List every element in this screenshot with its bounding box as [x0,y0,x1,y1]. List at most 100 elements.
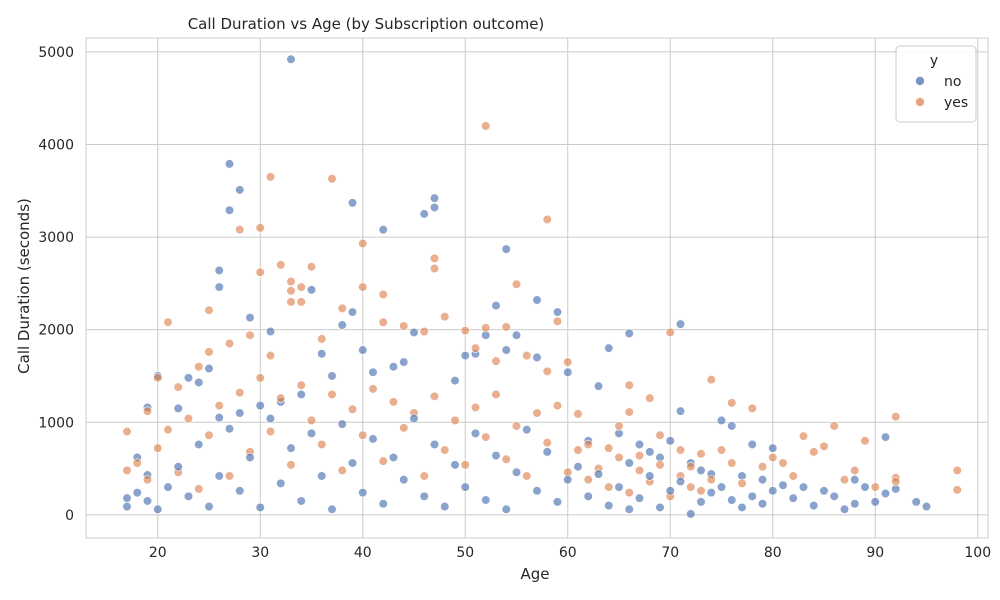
data-point-no [675,476,686,487]
data-point-yes [337,303,347,313]
data-point-yes [327,174,337,184]
data-point-yes [696,449,706,459]
data-point-no [235,185,245,195]
data-points [122,54,962,519]
y-tick-label: 5000 [38,45,74,61]
data-point-no [122,501,132,512]
data-point-no [675,319,686,329]
data-point-yes [583,439,593,450]
data-point-no [337,320,347,330]
data-point-yes [296,297,306,307]
data-point-yes [153,443,163,453]
data-point-yes [358,282,368,292]
data-point-no [860,482,870,492]
y-tick-label: 0 [65,508,74,524]
data-point-yes [819,441,829,451]
data-point-no [286,443,296,453]
data-point-yes [481,121,491,131]
data-point-no [880,488,891,499]
data-point-no [737,502,747,513]
data-point-yes [327,389,337,400]
data-point-no [665,486,675,496]
data-point-no [470,428,481,438]
data-point-no [593,381,604,391]
data-point-yes [614,452,624,463]
data-point-no [450,460,460,470]
data-point-yes [522,471,532,481]
data-point-yes [276,260,286,270]
legend-title: y [930,53,938,69]
data-point-no [501,345,511,355]
data-point-no [235,408,245,418]
data-point-yes [122,465,132,476]
legend-marker-yes [915,97,925,107]
data-point-no [614,482,624,492]
data-point-yes [655,430,665,440]
data-point-no [460,482,470,492]
data-point-no [809,500,819,511]
data-point-yes [624,407,634,417]
data-point-no [163,482,173,492]
data-point-no [153,504,163,514]
data-point-yes [306,262,317,272]
data-point-yes [163,317,173,327]
x-tick-label: 80 [764,545,782,561]
data-point-no [870,497,880,507]
data-point-yes [378,289,388,300]
data-point-yes [337,465,347,476]
data-point-yes [358,238,368,249]
data-point-yes [235,388,245,398]
data-point-yes [645,393,655,403]
data-point-no [706,488,716,498]
data-point-yes [624,380,634,390]
data-point-no [850,475,860,485]
data-point-no [173,403,183,413]
data-point-no [747,439,757,450]
data-point-no [214,265,224,276]
data-point-no [921,501,932,512]
data-point-no [563,475,573,485]
data-point-no [358,488,368,498]
data-point-no [552,307,563,317]
data-point-yes [634,450,645,461]
data-point-no [368,434,378,444]
data-point-yes [194,362,204,372]
data-point-yes [470,402,481,413]
data-point-yes [501,454,511,464]
data-point-yes [460,325,470,336]
data-point-yes [204,347,214,357]
data-point-no [563,367,573,377]
data-point-no [675,406,686,416]
data-point-no [409,327,419,338]
legend-label-yes: yes [944,95,968,111]
data-point-yes [757,462,768,472]
data-point-yes [245,330,255,340]
data-point-no [880,432,891,442]
data-point-no [532,295,542,305]
data-point-no [645,447,655,457]
data-point-yes [655,460,665,470]
data-point-no [183,373,194,383]
data-point-no [696,465,706,476]
x-tick-labels: 20 30 40 50 60 70 80 90 100 [149,545,991,561]
data-point-yes [470,343,481,353]
y-tick-label: 3000 [38,230,74,246]
data-point-yes [163,425,173,435]
data-point-no [491,300,501,311]
data-point-yes [481,323,491,333]
data-point-yes [727,458,737,468]
data-point-yes [778,458,788,468]
data-point-no [716,482,727,492]
data-point-no [245,313,255,323]
data-point-no [388,452,399,463]
data-point-yes [286,460,296,470]
data-point-yes [419,471,429,481]
y-tick-label: 2000 [38,323,74,339]
data-point-yes [747,403,757,413]
y-tick-label: 1000 [38,415,74,431]
data-point-no [573,462,583,472]
data-point-yes [265,350,276,361]
data-point-no [819,486,829,496]
data-point-yes [532,408,542,418]
